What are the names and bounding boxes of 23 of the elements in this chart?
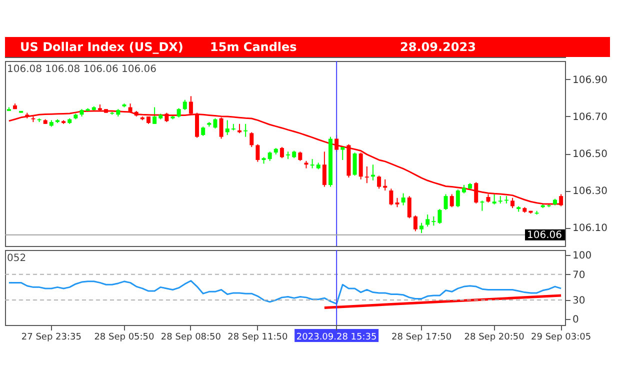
x-tick-label: 28 Sep 11:50 xyxy=(228,332,288,342)
y-tick-label: 106.50 xyxy=(572,149,608,160)
chart-title: US Dollar Index (US_DX) xyxy=(20,40,184,54)
y-tick-label: 30 xyxy=(572,296,586,306)
x-tick-label: 2023.09.28 15:35 xyxy=(296,332,377,342)
annotation: 052 xyxy=(7,253,26,264)
ref-line-label: 106.06 xyxy=(527,230,562,241)
x-tick-label: 28 Sep 17:50 xyxy=(391,332,452,342)
x-tick-label: 28 Sep 20:50 xyxy=(464,332,525,342)
y-tick-label: 106.10 xyxy=(572,223,608,234)
y-tick-label: 100 xyxy=(572,250,592,262)
y-tick-label: 0 xyxy=(572,314,579,326)
chart-subtitle: 15m Candles xyxy=(210,40,297,54)
y-tick-label: 106.90 xyxy=(572,75,608,86)
y-tick-label: 106.30 xyxy=(572,186,608,197)
y-tick-label: 106.70 xyxy=(572,112,608,123)
x-tick-label: 29 Sep 03:05 xyxy=(531,332,592,342)
x-tick-label: 27 Sep 23:35 xyxy=(21,332,82,342)
x-tick-label: 28 Sep 08:50 xyxy=(160,332,222,342)
x-tick-label: 28 Sep 05:50 xyxy=(94,332,155,342)
annotation: 106.08 106.08 106.06 106.06 xyxy=(7,64,156,75)
text: 28.09.2023 xyxy=(400,40,476,54)
y-tick-label: 70 xyxy=(572,270,586,281)
